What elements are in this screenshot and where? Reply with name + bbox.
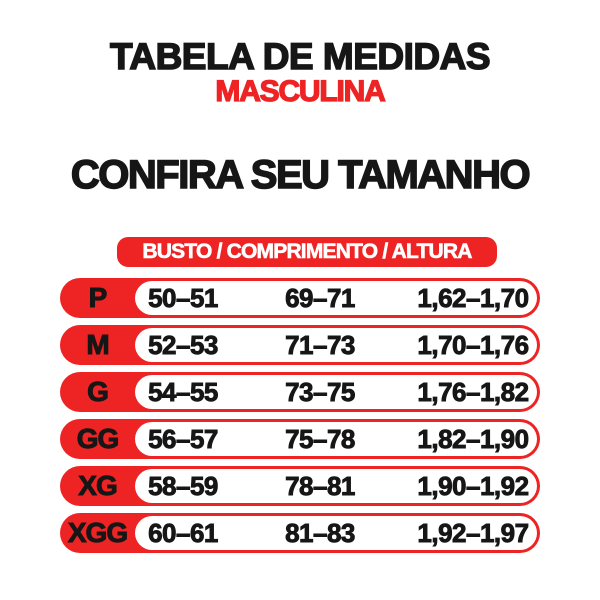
row-values: 60–61 81–83 1,92–1,97 [135, 516, 537, 550]
table-row: XGG 60–61 81–83 1,92–1,97 [60, 513, 540, 553]
size-label: G [87, 376, 110, 408]
table-row: XG 58–59 78–81 1,90–1,92 [60, 466, 540, 506]
row-values: 56–57 75–78 1,82–1,90 [135, 422, 537, 456]
altura-value: 1,76–1,82 [417, 376, 530, 407]
comprimento-value: 73–75 [285, 376, 356, 407]
size-label: XGG [67, 517, 128, 549]
altura-value: 1,82–1,90 [417, 423, 530, 454]
comprimento-value: 81–83 [285, 517, 356, 548]
row-values: 54–55 73–75 1,76–1,82 [135, 375, 537, 409]
comprimento-value: 69–71 [285, 282, 356, 313]
busto-value: 54–55 [148, 376, 219, 407]
table-row: P 50–51 69–71 1,62–1,70 [60, 278, 540, 318]
table-rows: P 50–51 69–71 1,62–1,70 M 52–53 71–73 1,… [60, 278, 540, 553]
size-label: XG [78, 470, 118, 502]
busto-value: 58–59 [148, 470, 219, 501]
table-row: G 54–55 73–75 1,76–1,82 [60, 372, 540, 412]
row-values: 58–59 78–81 1,90–1,92 [135, 469, 537, 503]
busto-value: 50–51 [148, 282, 219, 313]
altura-value: 1,70–1,76 [417, 329, 530, 360]
size-label: M [86, 329, 110, 361]
table-row: GG 56–57 75–78 1,82–1,90 [60, 419, 540, 459]
page-title: TABELA DE MEDIDAS [109, 36, 491, 77]
table-row: M 52–53 71–73 1,70–1,76 [60, 325, 540, 365]
row-values: 50–51 69–71 1,62–1,70 [135, 281, 537, 315]
busto-value: 52–53 [148, 329, 219, 360]
busto-value: 60–61 [148, 517, 219, 548]
table-column-header: BUSTO / COMPRIMENTO / ALTURA [117, 237, 497, 267]
altura-value: 1,92–1,97 [417, 517, 530, 548]
altura-value: 1,90–1,92 [417, 470, 530, 501]
altura-value: 1,62–1,70 [417, 282, 530, 313]
busto-value: 56–57 [148, 423, 219, 454]
comprimento-value: 78–81 [285, 470, 356, 501]
comprimento-value: 71–73 [285, 329, 356, 360]
size-label: P [88, 282, 108, 314]
comprimento-value: 75–78 [285, 423, 356, 454]
check-your-size-heading: CONFIRA SEU TAMANHO [70, 153, 531, 197]
row-values: 52–53 71–73 1,70–1,76 [135, 328, 537, 362]
page-subtitle-gender: MASCULINA [215, 75, 387, 108]
size-table: BUSTO / COMPRIMENTO / ALTURA P 50–51 69–… [60, 237, 540, 553]
size-label: GG [76, 423, 120, 455]
